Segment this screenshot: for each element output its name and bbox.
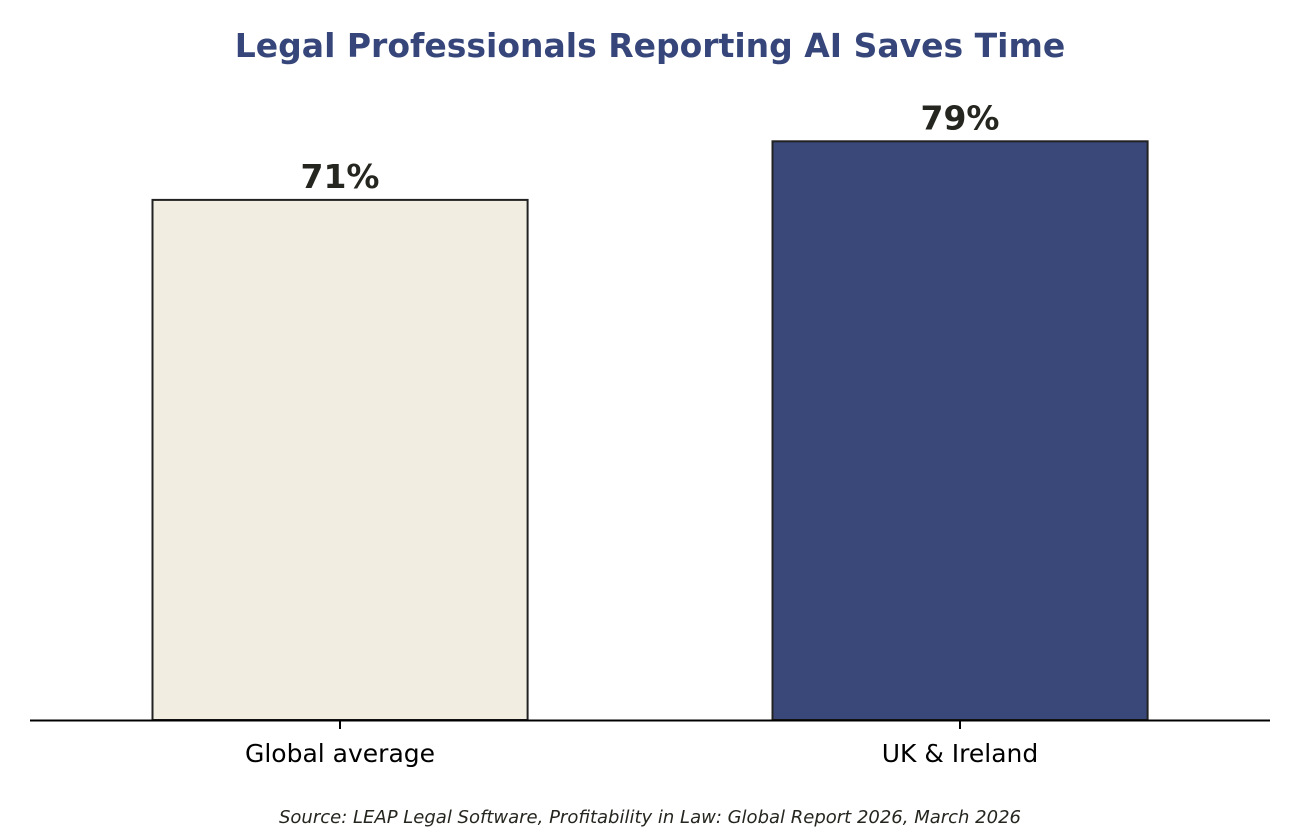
x-tick-label-0: Global average [245,739,435,768]
x-tick-label-1: UK & Ireland [882,739,1039,768]
bar-1 [771,140,1149,722]
x-ticks-group: Global average UK & Ireland [245,720,1038,768]
chart-title: Legal Professionals Reporting AI Saves T… [235,26,1065,65]
bars-group: 71% 79% [151,98,1149,722]
bar-value-label-0: 71% [301,157,380,196]
source-note: Source: LEAP Legal Software, Profitabili… [279,807,1021,828]
bar-0 [151,198,529,721]
bar-value-label-1: 79% [921,98,1000,137]
